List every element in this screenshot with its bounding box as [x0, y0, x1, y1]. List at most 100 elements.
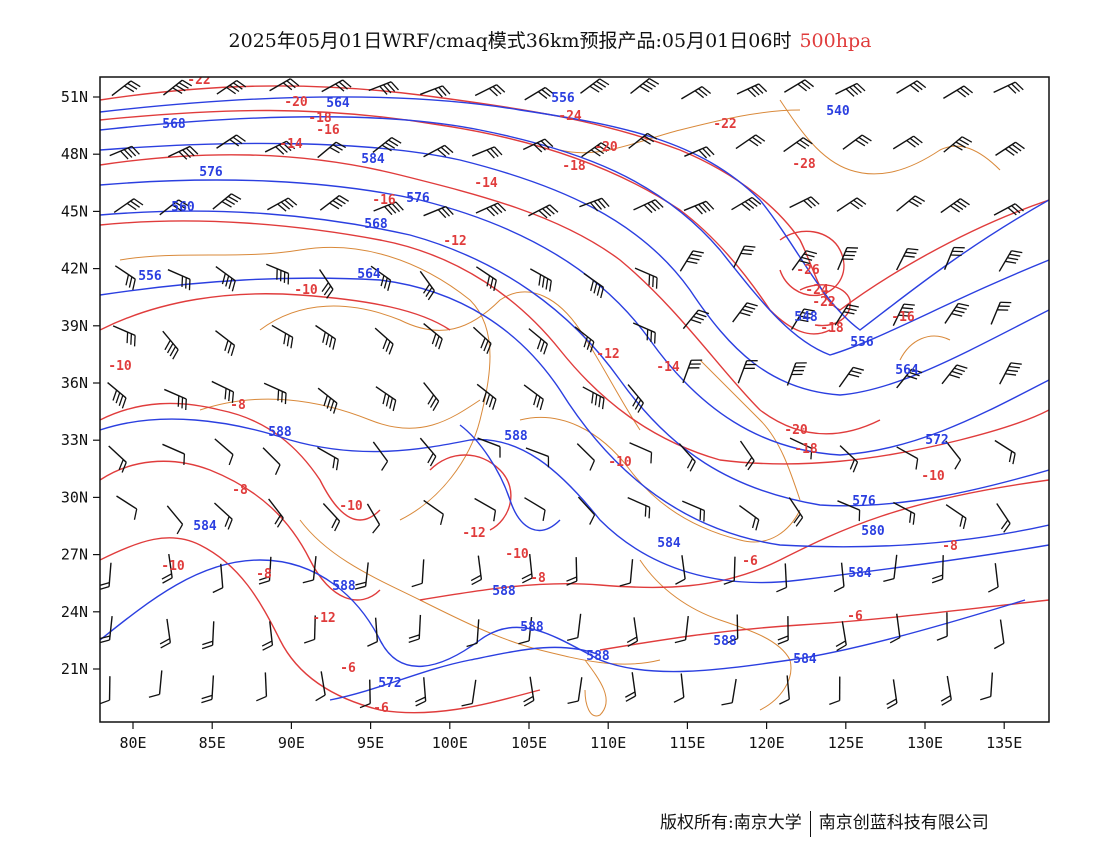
temperature-label: -6 [373, 701, 389, 716]
axis-ticks: 80E 85E 90E 95E 100E 105E 110E 115E 120E 125E 130E… [61, 88, 1022, 752]
wind-barb [839, 445, 859, 473]
geopotential-label: 584 [793, 652, 817, 667]
geopotential-label: 568 [162, 117, 186, 132]
wind-barb [370, 265, 392, 292]
wind-barb [525, 447, 550, 468]
wind-barb [580, 78, 610, 94]
lon-label: 135E [986, 734, 1022, 752]
lat-label: 33N [61, 431, 88, 449]
wind-barb [159, 199, 189, 216]
geopotential-label: 580 [861, 524, 885, 539]
wind-barb [579, 197, 610, 212]
temperature-label: -20 [284, 95, 308, 110]
temperature-label: -8 [942, 539, 958, 554]
wind-barb [679, 250, 704, 272]
temperature-label: -16 [316, 123, 340, 138]
wind-barb [113, 198, 144, 213]
boundary-line [199, 398, 481, 429]
wind-barb [999, 362, 1022, 385]
geopotential-label: 588 [504, 429, 528, 444]
wind-barb [940, 675, 952, 706]
wind-barb [477, 437, 501, 458]
wind-barb [943, 246, 965, 270]
wind-barb [214, 438, 234, 466]
geopotential-label: 568 [364, 217, 388, 232]
wind-barb [415, 677, 427, 707]
wind-barb [583, 272, 605, 299]
wind-barb [783, 137, 813, 153]
wind-barb [317, 141, 346, 159]
lat-label: 51N [61, 88, 88, 106]
geopotential-label: 588 [586, 649, 610, 664]
geopotential-label: 588 [332, 579, 356, 594]
wind-barb [791, 250, 818, 271]
title-main: 2025年05月01日WRF/cmaq模式36km预报产品:05月01日06时 [228, 30, 792, 52]
geopotential-contour-line [100, 96, 1049, 331]
geopotential-label: 584 [361, 152, 385, 167]
contour-labels: 564 588 540 556 568 576 560 548 556 564 572 576 580 5… [108, 77, 958, 716]
wind-barb [267, 197, 298, 212]
wind-barb [779, 675, 790, 705]
wind-barb [211, 380, 235, 403]
temperature-label: -8 [256, 567, 272, 582]
wind-barb [167, 269, 191, 291]
wind-barb [842, 134, 872, 150]
plot-frame [99, 76, 1050, 723]
wind-barb [682, 309, 710, 330]
wind-barb [374, 327, 394, 355]
temperature-contour-line [100, 460, 381, 601]
geopotential-label: 588 [713, 634, 737, 649]
wind-barb [681, 86, 712, 100]
wind-barb [470, 555, 483, 586]
wind-barb [112, 325, 136, 347]
wind-barb [471, 146, 503, 159]
wind-barb [161, 553, 173, 584]
geopotential-label: 556 [551, 91, 575, 106]
lon-label: 125E [828, 734, 864, 752]
temperature-label: -10 [339, 499, 363, 514]
temperature-label: -10 [505, 547, 529, 562]
wind-barb [264, 140, 296, 155]
temperature-contour-line [599, 599, 1049, 651]
wind-barb [266, 263, 290, 285]
lon-label: 130E [907, 734, 943, 752]
wind-barb [318, 269, 334, 299]
wind-barb [373, 201, 404, 216]
boundary-line [699, 359, 801, 501]
geopotential-label: 576 [852, 494, 876, 509]
footer-right: 南京创蓝科技有限公司 [818, 813, 989, 833]
footer-separator [809, 810, 811, 837]
map-title: 2025年05月01日WRF/cmaq模式36km预报产品:05月01日06时 5… [0, 26, 1100, 53]
wind-barb [892, 135, 923, 150]
wind-barb [633, 199, 664, 214]
wind-barb [263, 382, 287, 405]
temperature-contour-line [100, 154, 881, 435]
geopotential-label: 572 [378, 676, 401, 691]
wind-barb [162, 330, 179, 360]
wind-barb [990, 301, 1012, 325]
wind-barb [322, 502, 341, 532]
wind-barb [829, 676, 841, 706]
temperature-label: -14 [656, 360, 680, 375]
wind-barb [100, 616, 113, 644]
wind-barb [359, 679, 371, 709]
wind-barb [883, 554, 898, 583]
temperature-label: -20 [784, 423, 808, 438]
geopotential-label: 564 [326, 96, 350, 111]
temperature-label: -6 [340, 661, 356, 676]
lat-label: 27N [61, 546, 88, 564]
wind-barb [582, 386, 605, 410]
boundary-line [299, 519, 661, 665]
wind-barb [940, 198, 970, 214]
temperature-label: -18 [794, 442, 818, 457]
wind-barb [783, 79, 814, 93]
wind-barb [678, 443, 696, 472]
lon-label: 100E [432, 734, 468, 752]
wind-barb [474, 84, 506, 97]
boundary-line [519, 416, 801, 543]
wind-barb [625, 672, 637, 702]
geopotential-label: 584 [657, 536, 681, 551]
wind-barb [790, 308, 815, 330]
wind-barb [581, 142, 611, 158]
wind-barb [577, 496, 596, 525]
